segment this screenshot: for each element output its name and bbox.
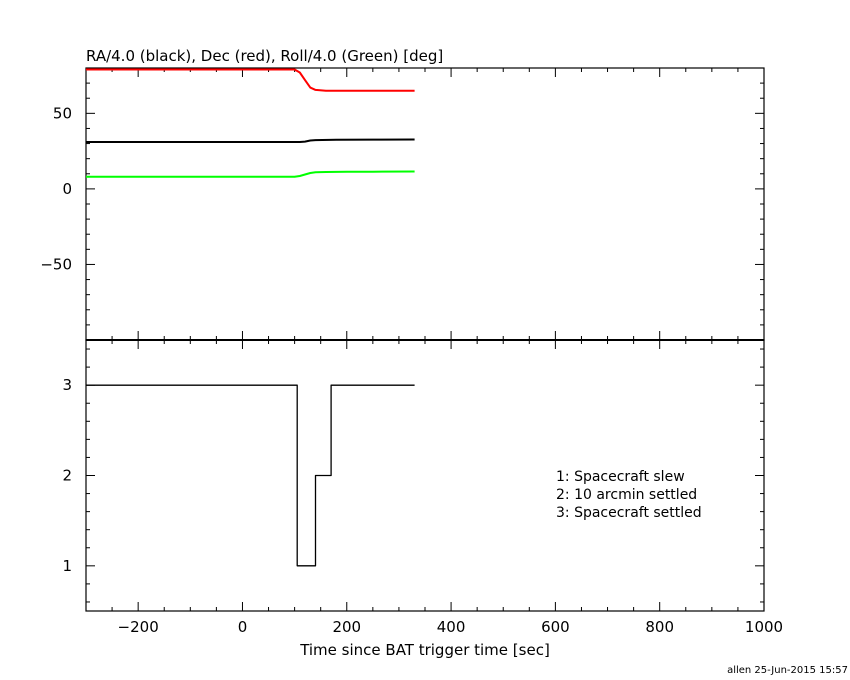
x-tick-label: 1000	[745, 618, 783, 636]
x-tick-label: 600	[541, 618, 570, 636]
x-tick-label: 800	[645, 618, 674, 636]
bottom-panel: −200 0 200 400 600 800 1000 1 2 3 1: Spacecraft s…	[62, 339, 783, 659]
top-y-tick-label: 50	[53, 104, 72, 122]
x-axis-label: Time since BAT trigger time [sec]	[299, 641, 550, 659]
x-tick-label: 200	[332, 618, 361, 636]
bottom-y-tick-label: 3	[62, 376, 72, 394]
x-tick-label: 0	[238, 618, 248, 636]
x-tick-label: −200	[118, 618, 159, 636]
top-series-line-1	[86, 138, 415, 143]
top-panel-frame	[85, 67, 765, 341]
bottom-series-line-1	[86, 384, 415, 567]
top-series-line-3	[86, 170, 415, 178]
footer-credit: allen 25-Jun-2015 15:57	[727, 665, 848, 676]
bottom-y-tick-label: 1	[62, 557, 72, 575]
top-series-line-2	[86, 68, 415, 92]
legend-item-3: 3: Spacecraft settled	[556, 505, 702, 521]
top-panel: RA/4.0 (black), Dec (red), Roll/4.0 (Gre…	[40, 47, 765, 341]
top-y-tick-label: −50	[40, 255, 72, 273]
legend-item-1: 1: Spacecraft slew	[556, 469, 685, 485]
legend-item-2: 2: 10 arcmin settled	[556, 487, 697, 503]
top-panel-title: RA/4.0 (black), Dec (red), Roll/4.0 (Gre…	[86, 47, 443, 65]
top-y-tick-label: 0	[62, 180, 72, 198]
x-tick-label: 400	[437, 618, 466, 636]
bottom-y-tick-label: 2	[62, 467, 72, 485]
